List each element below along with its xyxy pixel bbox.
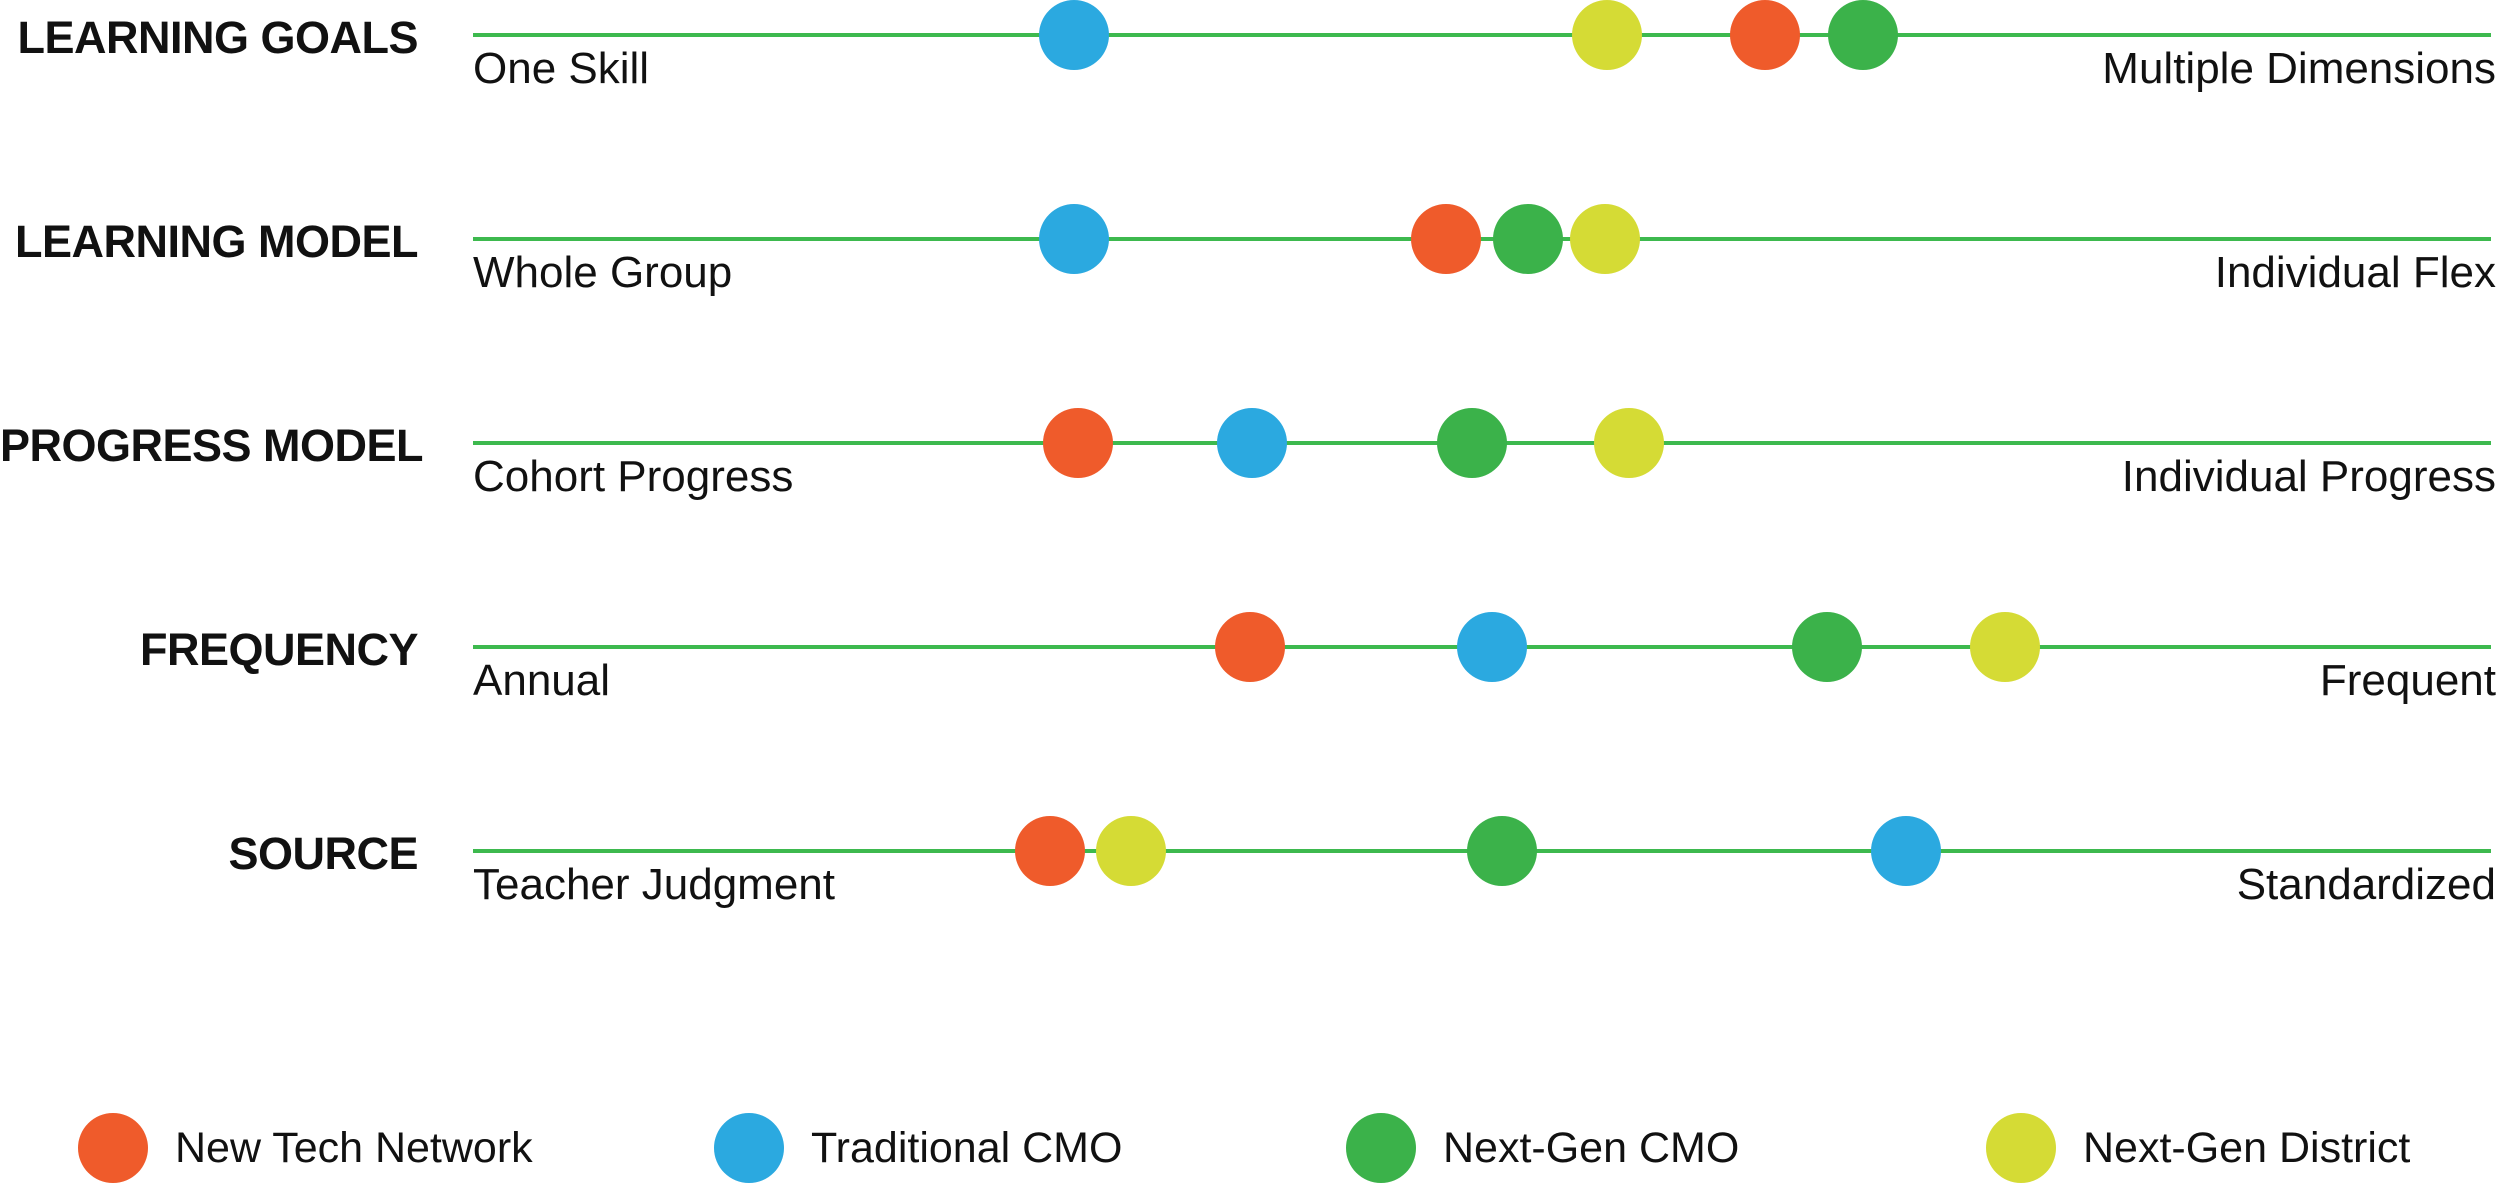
next-gen-cmo-dot [1828,0,1899,70]
traditional-cmo-dot [1039,204,1110,274]
legend-label: Traditional CMO [811,1124,1123,1172]
right-anchor-label: Standardized [2236,860,2496,909]
next-gen-district-dot [1572,0,1643,70]
row-label: LEARNING MODEL [15,216,419,267]
right-anchor-label: Individual Flex [2214,248,2496,297]
traditional-cmo-dot [1039,0,1110,70]
left-anchor-label: Cohort Progress [473,452,794,501]
next-gen-cmo-dot [1493,204,1564,274]
legend-dot-icon [714,1113,784,1183]
new-tech-network-dot [1043,408,1114,478]
new-tech-network-dot [1729,0,1800,70]
next-gen-district-dot [1570,204,1641,274]
new-tech-network-dot [1214,612,1285,682]
legend-label: New Tech Network [175,1124,533,1172]
next-gen-cmo-dot [1436,408,1507,478]
right-anchor-label: Multiple Dimensions [2102,44,2496,93]
legend-dot-icon [78,1113,148,1183]
next-gen-cmo-dot [1467,816,1538,886]
new-tech-network-dot [1410,204,1481,274]
legend-label: Next-Gen District [2083,1124,2411,1172]
new-tech-network-dot [1015,816,1086,886]
row-label: PROGRESS MODEL [0,420,424,471]
legend-dot-icon [1986,1113,2056,1183]
row-label: SOURCE [228,828,418,879]
left-anchor-label: Annual [473,656,611,705]
left-anchor-label: Whole Group [473,248,733,297]
spectrum-line [473,33,2491,37]
spectrum-line [473,237,2491,241]
traditional-cmo-dot [1457,612,1528,682]
row-label: LEARNING GOALS [17,12,418,63]
next-gen-cmo-dot [1792,612,1863,682]
traditional-cmo-dot [1216,408,1287,478]
next-gen-district-dot [1969,612,2040,682]
row-label: FREQUENCY [139,624,419,675]
right-anchor-label: Frequent [2319,656,2496,705]
right-anchor-label: Individual Progress [2121,452,2496,501]
next-gen-district-dot [1594,408,1665,478]
left-anchor-label: One Skill [473,44,650,93]
traditional-cmo-dot [1870,816,1941,886]
left-anchor-label: Teacher Judgment [473,860,835,909]
legend-label: Next-Gen CMO [1443,1124,1740,1172]
legend-dot-icon [1346,1113,1416,1183]
next-gen-district-dot [1095,816,1166,886]
